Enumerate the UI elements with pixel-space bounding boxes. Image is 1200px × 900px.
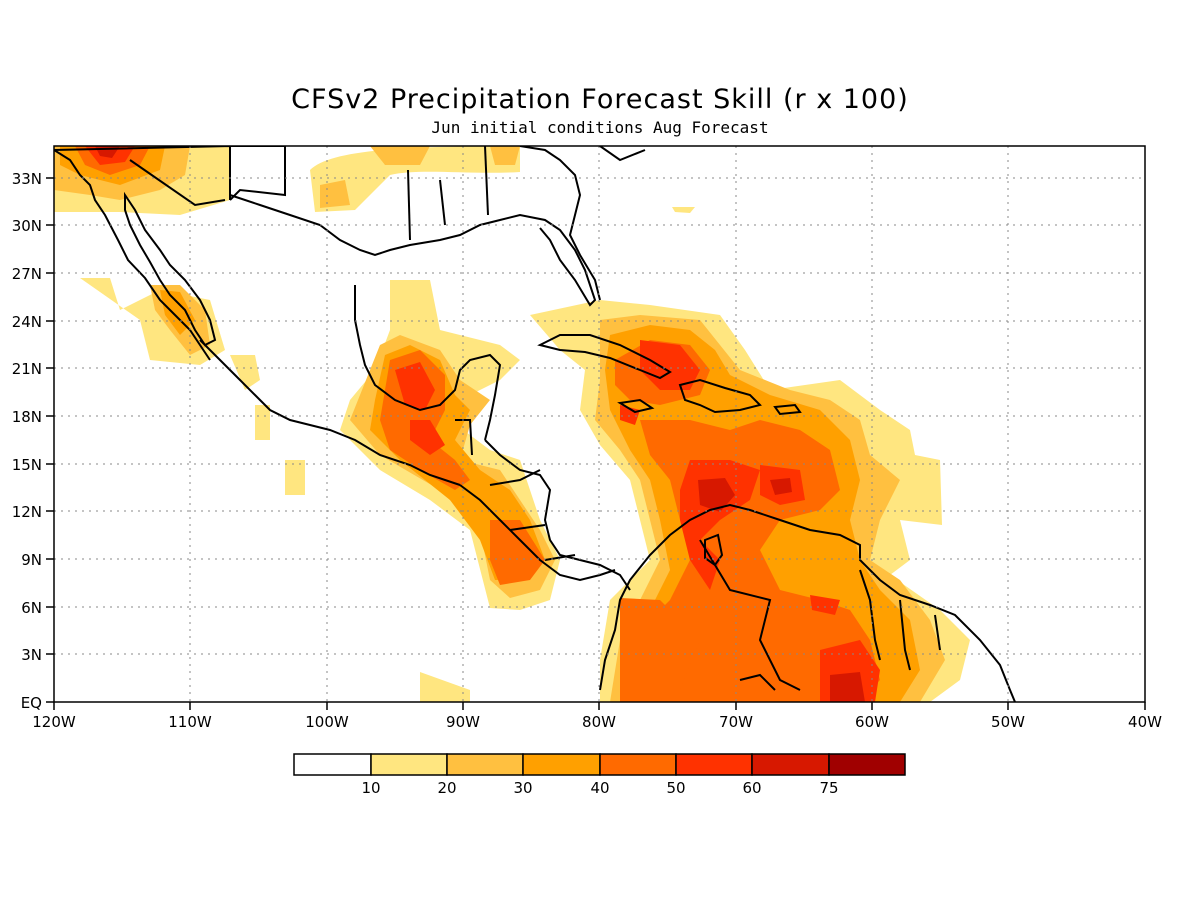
legend-swatch-1 [370,753,448,776]
lon-label-60w: 60W [855,713,889,731]
legend-label-75: 75 [819,779,838,797]
lat-label-eq: EQ [21,694,42,712]
legend-label-50: 50 [666,779,685,797]
lon-labels: 120W 110W 100W 90W 80W 70W 60W 50W 40W [32,713,1162,731]
lat-label-12n: 12N [12,503,42,521]
lat-label-9n: 9N [21,551,42,569]
legend-label-60: 60 [742,779,761,797]
lat-labels: EQ 3N 6N 9N 12N 15N 18N 21N 24N 27N 30N … [12,170,42,712]
grid-lines [54,146,1145,702]
color-legend: 10 20 30 40 50 60 75 [293,753,906,797]
skill-level-40 [75,146,880,702]
lat-label-27n: 27N [12,265,42,283]
lat-label-15n: 15N [12,456,42,474]
lat-label-30n: 30N [12,217,42,235]
lon-label-80w: 80W [582,713,616,731]
lon-label-100w: 100W [305,713,349,731]
lat-label-18n: 18N [12,408,42,426]
legend-swatch-7 [828,753,906,776]
map-title: CFSv2 Precipitation Forecast Skill (r x … [291,84,909,115]
lon-label-90w: 90W [446,713,480,731]
coastlines [54,146,1016,702]
legend-label-10: 10 [361,779,380,797]
legend-swatch-5 [675,753,753,776]
tick-marks [46,177,1146,710]
skill-level-60 [95,146,865,702]
legend-swatch-4 [599,753,677,776]
legend-swatch-6 [751,753,830,776]
legend-swatch-0 [293,753,372,776]
lon-label-110w: 110W [168,713,212,731]
lat-label-6n: 6N [21,599,42,617]
lon-label-70w: 70W [719,713,753,731]
lat-label-33n: 33N [12,170,42,188]
skill-shading [54,146,970,702]
lon-label-40w: 40W [1128,713,1162,731]
lat-label-24n: 24N [12,313,42,331]
legend-label-20: 20 [437,779,456,797]
legend-swatch-3 [522,753,601,776]
legend-swatch-2 [446,753,524,776]
lon-label-50w: 50W [991,713,1025,731]
legend-label-40: 40 [590,779,609,797]
legend-label-30: 30 [513,779,532,797]
lon-label-120w: 120W [32,713,76,731]
map-subtitle: Jun initial conditions Aug Forecast [431,118,769,137]
lat-label-3n: 3N [21,646,42,664]
lat-label-21n: 21N [12,360,42,378]
